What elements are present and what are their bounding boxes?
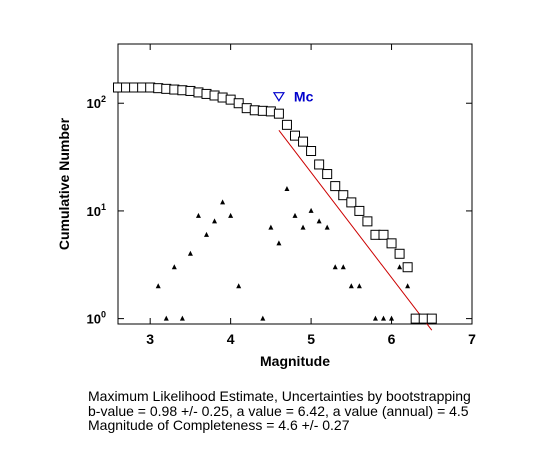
x-axis-label: Magnitude xyxy=(260,353,330,369)
triangle-point xyxy=(195,212,201,218)
square-series xyxy=(113,82,437,324)
square-point xyxy=(394,248,405,259)
square-point xyxy=(362,216,373,227)
triangle-point xyxy=(284,185,290,191)
triangle-point xyxy=(389,315,395,321)
triangle-point xyxy=(163,315,169,321)
x-tick-label: 3 xyxy=(146,331,154,347)
fit-line xyxy=(278,130,433,331)
square-point xyxy=(298,136,309,147)
y-tick-exponent: 0 xyxy=(101,310,106,320)
triangle-point xyxy=(397,264,403,270)
fit-line-group xyxy=(278,130,433,331)
square-point xyxy=(314,159,325,170)
square-point xyxy=(402,262,413,273)
triangle-point xyxy=(292,212,298,218)
triangle-point xyxy=(276,240,282,246)
triangle-point xyxy=(212,218,218,224)
triangle-point xyxy=(228,212,234,218)
triangle-point xyxy=(324,224,330,230)
square-point xyxy=(273,108,284,119)
square-point xyxy=(338,190,349,201)
x-tick-label: 6 xyxy=(388,331,396,347)
y-tick-base: 10 xyxy=(87,312,101,327)
square-point xyxy=(281,119,292,130)
triangle-point xyxy=(179,315,185,321)
mc-triangle xyxy=(272,92,285,102)
caption-line-2: b-value = 0.98 +/- 0.25, a value = 6.42,… xyxy=(88,403,469,419)
square-point xyxy=(290,130,300,141)
caption-line-1: Maximum Likelihood Estimate, Uncertainti… xyxy=(88,388,471,404)
triangle-point xyxy=(372,315,378,321)
square-point xyxy=(426,313,437,324)
triangle-point xyxy=(348,283,354,289)
triangle-point xyxy=(268,224,274,230)
triangle-point xyxy=(260,315,266,321)
triangle-point xyxy=(236,283,242,289)
mc-marker-group: Mc xyxy=(272,89,314,105)
triangle-point xyxy=(220,199,226,205)
square-point xyxy=(322,169,333,180)
triangle-point xyxy=(405,283,411,289)
x-tick-label: 4 xyxy=(227,331,235,347)
square-point xyxy=(378,229,389,240)
triangle-point xyxy=(171,264,177,270)
y-tick-label: 100 xyxy=(87,310,106,327)
triangle-point xyxy=(381,315,386,321)
triangle-point xyxy=(356,283,362,289)
square-point xyxy=(330,181,341,192)
triangle-point xyxy=(155,283,161,289)
square-point xyxy=(354,205,365,216)
triangle-point xyxy=(316,218,322,224)
square-point xyxy=(386,238,397,249)
y-tick-exponent: 2 xyxy=(101,94,106,104)
square-point xyxy=(306,146,317,157)
y-tick-base: 10 xyxy=(87,204,101,219)
mc-label: Mc xyxy=(294,89,314,105)
x-tick-labels: 3 4 5 6 7 xyxy=(146,331,476,347)
triangle-point xyxy=(204,231,209,237)
triangle-point xyxy=(340,264,346,270)
y-axis-label: Cumulative Number xyxy=(56,117,72,250)
triangle-point xyxy=(300,224,306,230)
y-tick-label: 102 xyxy=(87,94,106,111)
triangle-point xyxy=(187,250,193,256)
x-tick-label: 7 xyxy=(468,331,476,347)
x-tick-label: 5 xyxy=(307,331,315,347)
triangle-point xyxy=(332,264,338,270)
y-tick-base: 10 xyxy=(87,96,101,111)
triangle-point xyxy=(308,207,314,213)
triangle-series xyxy=(155,185,411,321)
square-point xyxy=(346,197,357,208)
y-tick-label: 101 xyxy=(87,202,106,219)
caption-line-3: Magnitude of Completeness = 4.6 +/- 0.27 xyxy=(88,417,350,433)
y-tick-exponent: 1 xyxy=(101,202,106,212)
